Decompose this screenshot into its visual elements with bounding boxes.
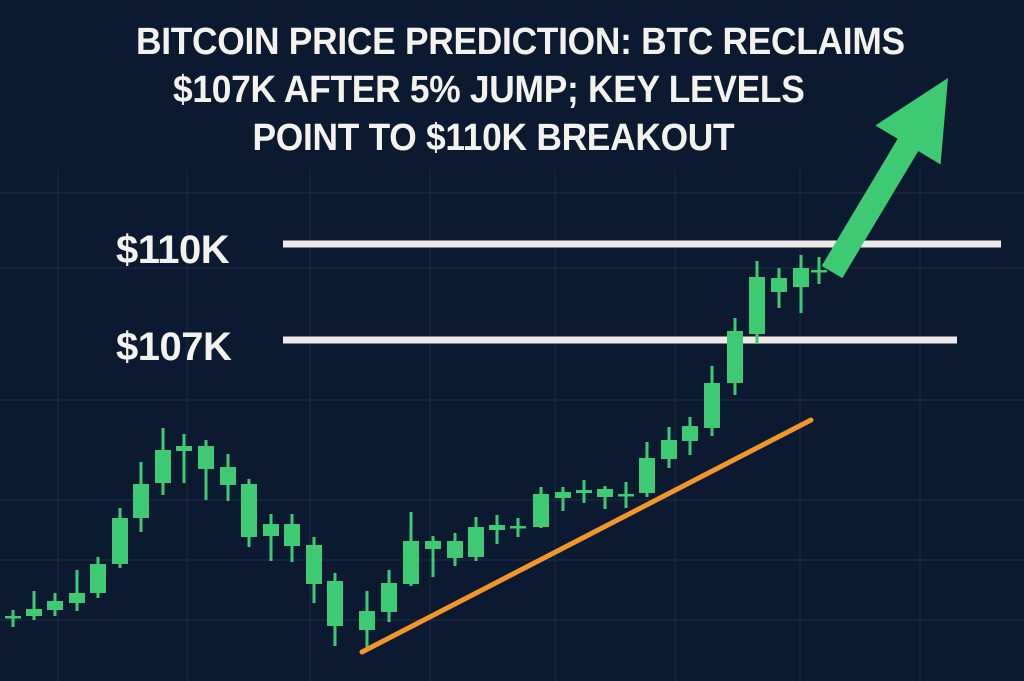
candle bbox=[727, 318, 743, 395]
candle bbox=[555, 487, 571, 511]
support-trendline bbox=[359, 417, 814, 655]
headline: BITCOIN PRICE PREDICTION: BTC RECLAIMS $… bbox=[36, 18, 988, 162]
candle bbox=[468, 517, 484, 561]
candle bbox=[327, 573, 343, 646]
candle bbox=[618, 482, 634, 508]
candle bbox=[749, 261, 765, 344]
candle bbox=[793, 255, 809, 313]
candle bbox=[198, 440, 214, 500]
candle bbox=[284, 514, 300, 562]
candle bbox=[811, 257, 827, 284]
candle bbox=[510, 518, 526, 537]
candle bbox=[381, 570, 397, 622]
candle bbox=[639, 442, 655, 497]
candle bbox=[576, 480, 592, 503]
candle bbox=[47, 593, 63, 616]
candle bbox=[771, 268, 787, 308]
candle bbox=[133, 462, 149, 532]
candle bbox=[306, 537, 322, 603]
candle bbox=[489, 515, 505, 544]
candle bbox=[5, 610, 21, 627]
candle bbox=[533, 487, 549, 528]
candle bbox=[220, 454, 236, 501]
candle bbox=[241, 479, 257, 547]
candle bbox=[155, 428, 171, 495]
candlesticks bbox=[5, 255, 827, 650]
candle bbox=[425, 536, 441, 577]
headline-line-1: BITCOIN PRICE PREDICTION: BTC RECLAIMS bbox=[135, 21, 905, 63]
candle bbox=[403, 512, 419, 586]
candle bbox=[597, 486, 613, 509]
level-label-107k: $107K bbox=[116, 325, 232, 369]
candle bbox=[359, 591, 375, 650]
candle bbox=[447, 533, 463, 566]
candle bbox=[682, 417, 698, 455]
candle bbox=[263, 514, 279, 561]
chart-grid bbox=[0, 170, 1024, 681]
candle bbox=[176, 434, 192, 483]
level-label-110k: $110K bbox=[116, 228, 230, 272]
candle bbox=[90, 557, 106, 598]
candle bbox=[69, 570, 85, 611]
price-level-lines bbox=[283, 240, 1001, 344]
breakout-arrow-icon bbox=[821, 78, 948, 279]
candle bbox=[26, 591, 42, 620]
candle bbox=[661, 427, 677, 468]
headline-line-3: POINT TO $110K BREAKOUT bbox=[252, 117, 735, 159]
candle bbox=[112, 508, 128, 568]
headline-line-2: $107K AFTER 5% JUMP; KEY LEVELS bbox=[172, 69, 805, 111]
candle bbox=[704, 366, 720, 436]
